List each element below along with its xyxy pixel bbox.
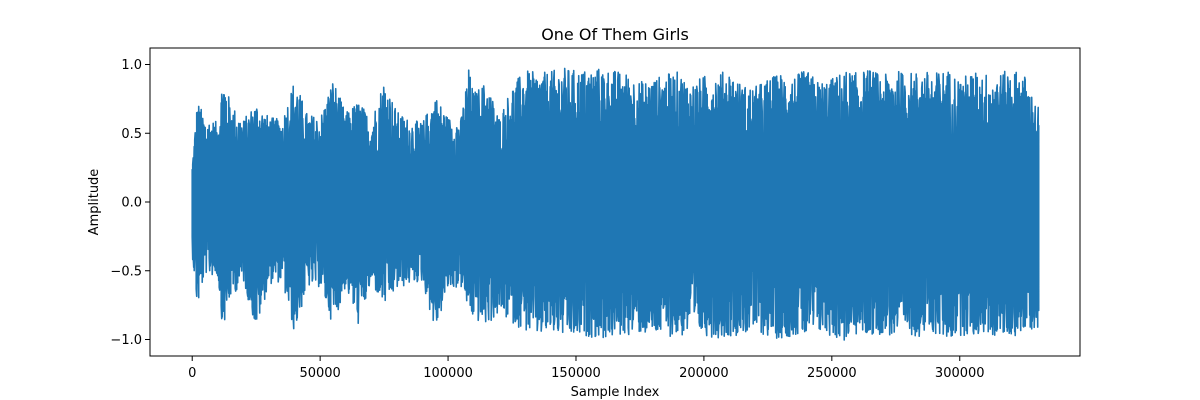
x-tick-label: 0 <box>188 366 196 381</box>
x-tick-label: 300000 <box>935 366 985 381</box>
x-tick-label: 250000 <box>807 366 857 381</box>
y-axis-label: Amplitude <box>87 169 102 236</box>
y-tick-label: 0.5 <box>121 127 142 142</box>
waveform-line <box>191 67 1040 341</box>
x-tick-label: 50000 <box>299 366 340 381</box>
waveform-series <box>191 67 1040 341</box>
y-tick-label: −1.0 <box>110 333 142 348</box>
chart-title: One Of Them Girls <box>541 25 689 44</box>
y-axis: −1.0 −0.5 0.0 0.5 1.0 <box>110 58 150 348</box>
x-axis: 0 50000 100000 150000 200000 250000 300000 <box>188 356 985 381</box>
x-axis-label: Sample Index <box>571 385 660 400</box>
y-tick-label: 1.0 <box>121 58 142 73</box>
x-tick-label: 100000 <box>423 366 473 381</box>
x-tick-label: 150000 <box>551 366 601 381</box>
x-tick-label: 200000 <box>679 366 729 381</box>
y-tick-label: 0.0 <box>121 196 142 211</box>
y-tick-label: −0.5 <box>110 264 142 279</box>
